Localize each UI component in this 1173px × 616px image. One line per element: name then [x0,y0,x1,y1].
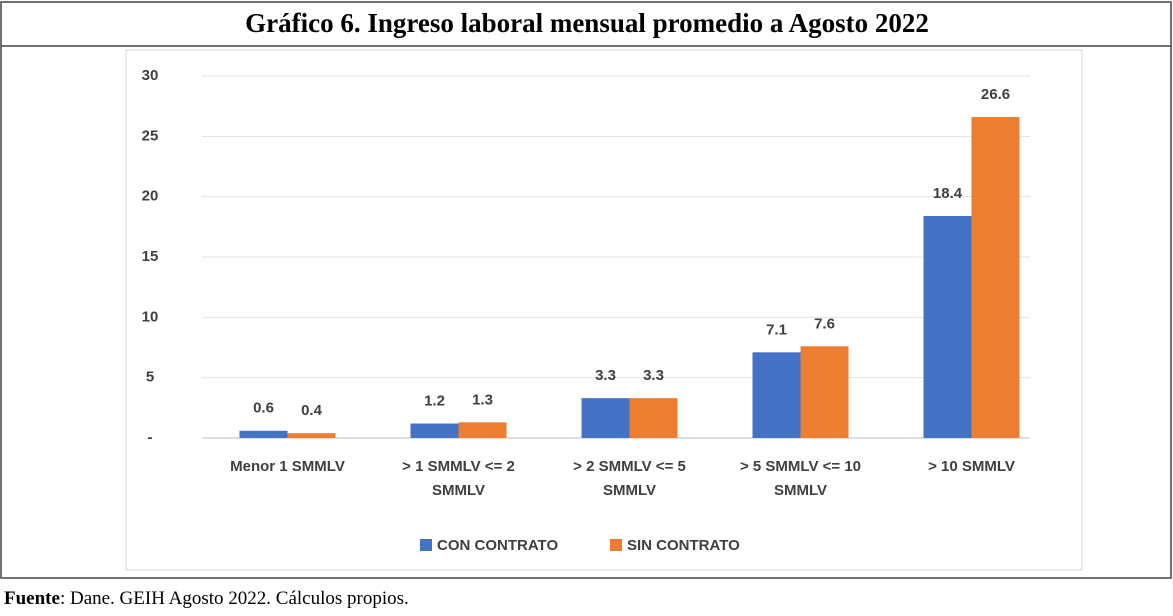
bar [410,423,459,438]
y-tick-label: 30 [142,67,159,84]
bar [923,215,972,438]
bar [800,346,849,438]
bar [629,398,678,438]
data-label: 1.2 [424,392,445,409]
bar [239,430,288,438]
y-tick-label: - [148,429,153,446]
data-label: 7.1 [766,321,787,338]
bar [971,117,1020,438]
x-tick-label: > 1 SMMLV <= 2 SMMLV [402,458,515,499]
data-label: 1.3 [472,391,493,408]
data-label: 3.3 [595,367,616,384]
x-tick-label: > 2 SMMLV <= 5 SMMLV [573,458,686,499]
plot-frame [125,49,1083,571]
data-label: 0.6 [253,400,274,417]
bar [752,352,801,438]
legend-swatch [420,539,432,551]
source-label: Fuente [4,588,60,609]
bar [287,433,336,438]
x-tick-label: > 10 SMMLV [928,458,1015,475]
chart-title: Gráfico 6. Ingreso laboral mensual prome… [245,8,929,38]
source-note: Fuente: Dane. GEIH Agosto 2022. Cálculos… [4,588,409,610]
source-text: : Dane. GEIH Agosto 2022. Cálculos propi… [59,588,409,609]
legend-label: CON CONTRATO [437,537,558,554]
y-tick-label: 20 [142,188,159,205]
data-label: 7.6 [814,315,835,332]
x-tick-label: Menor 1 SMMLV [230,458,345,475]
y-tick-label: 5 [146,369,154,386]
y-tick-label: 25 [142,127,159,144]
y-tick-label: 15 [142,248,159,265]
data-label: 26.6 [981,86,1010,103]
bar [581,398,630,438]
data-label: 0.4 [301,402,323,419]
data-label: 18.4 [933,185,963,202]
legend-swatch [610,539,622,551]
bar [458,422,507,438]
legend-label: SIN CONTRATO [627,537,740,554]
y-tick-label: 10 [142,308,159,325]
data-label: 3.3 [643,367,664,384]
x-tick-label: > 5 SMMLV <= 10 SMMLV [739,458,862,499]
outer-frame [0,1,1172,579]
